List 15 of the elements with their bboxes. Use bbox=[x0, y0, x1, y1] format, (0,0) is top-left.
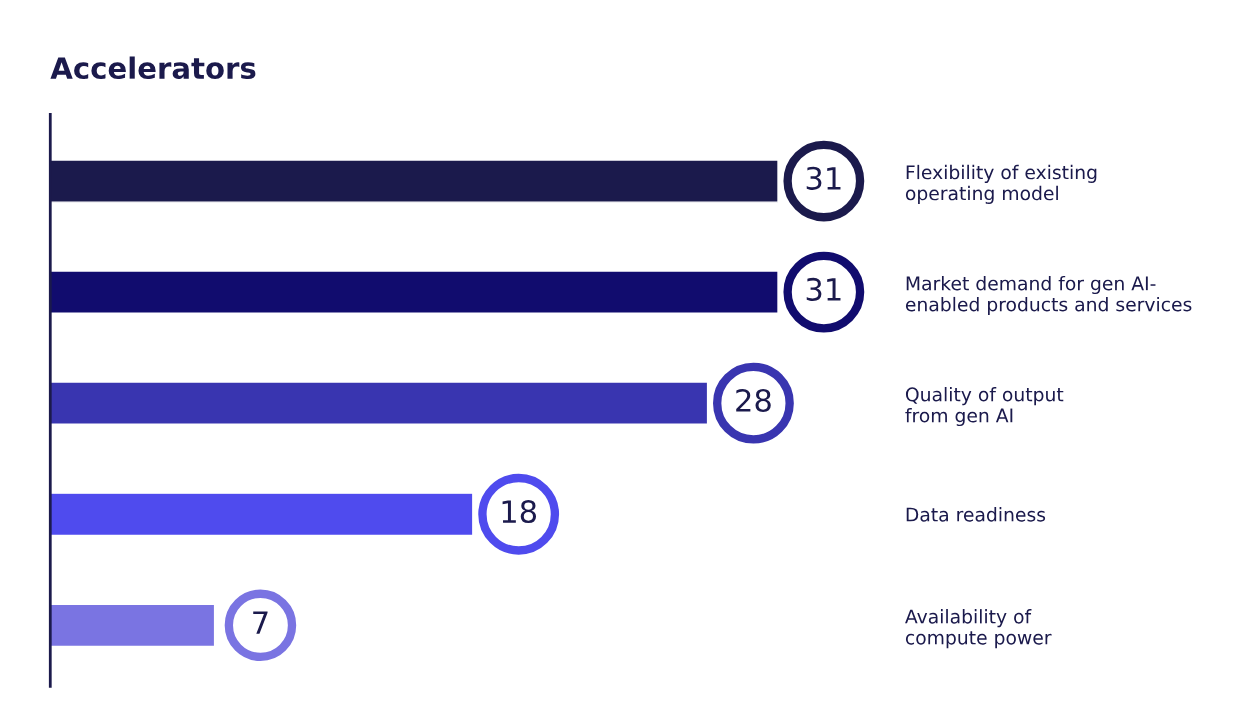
data-label: 28 bbox=[736, 388, 771, 413]
y-tick-label: Data readiness bbox=[906, 507, 1046, 522]
bar bbox=[50, 603, 216, 648]
bar bbox=[50, 270, 779, 314]
data-label: 18 bbox=[502, 500, 537, 524]
data-label: 31 bbox=[806, 277, 841, 301]
data-label: 7 bbox=[253, 611, 268, 634]
y-tick-label: Quality of output from gen AI bbox=[905, 386, 1064, 427]
bar bbox=[50, 492, 474, 537]
y-tick-label: Flexibility of existing operating model bbox=[905, 164, 1097, 204]
data-label: 31 bbox=[806, 166, 841, 190]
chart-title: Accelerators bbox=[50, 56, 256, 80]
y-tick-label: Market demand for gen AI- enabled products and services bbox=[905, 275, 1192, 316]
bar bbox=[50, 381, 709, 425]
y-tick-label: Availability of compute power bbox=[905, 609, 1052, 649]
